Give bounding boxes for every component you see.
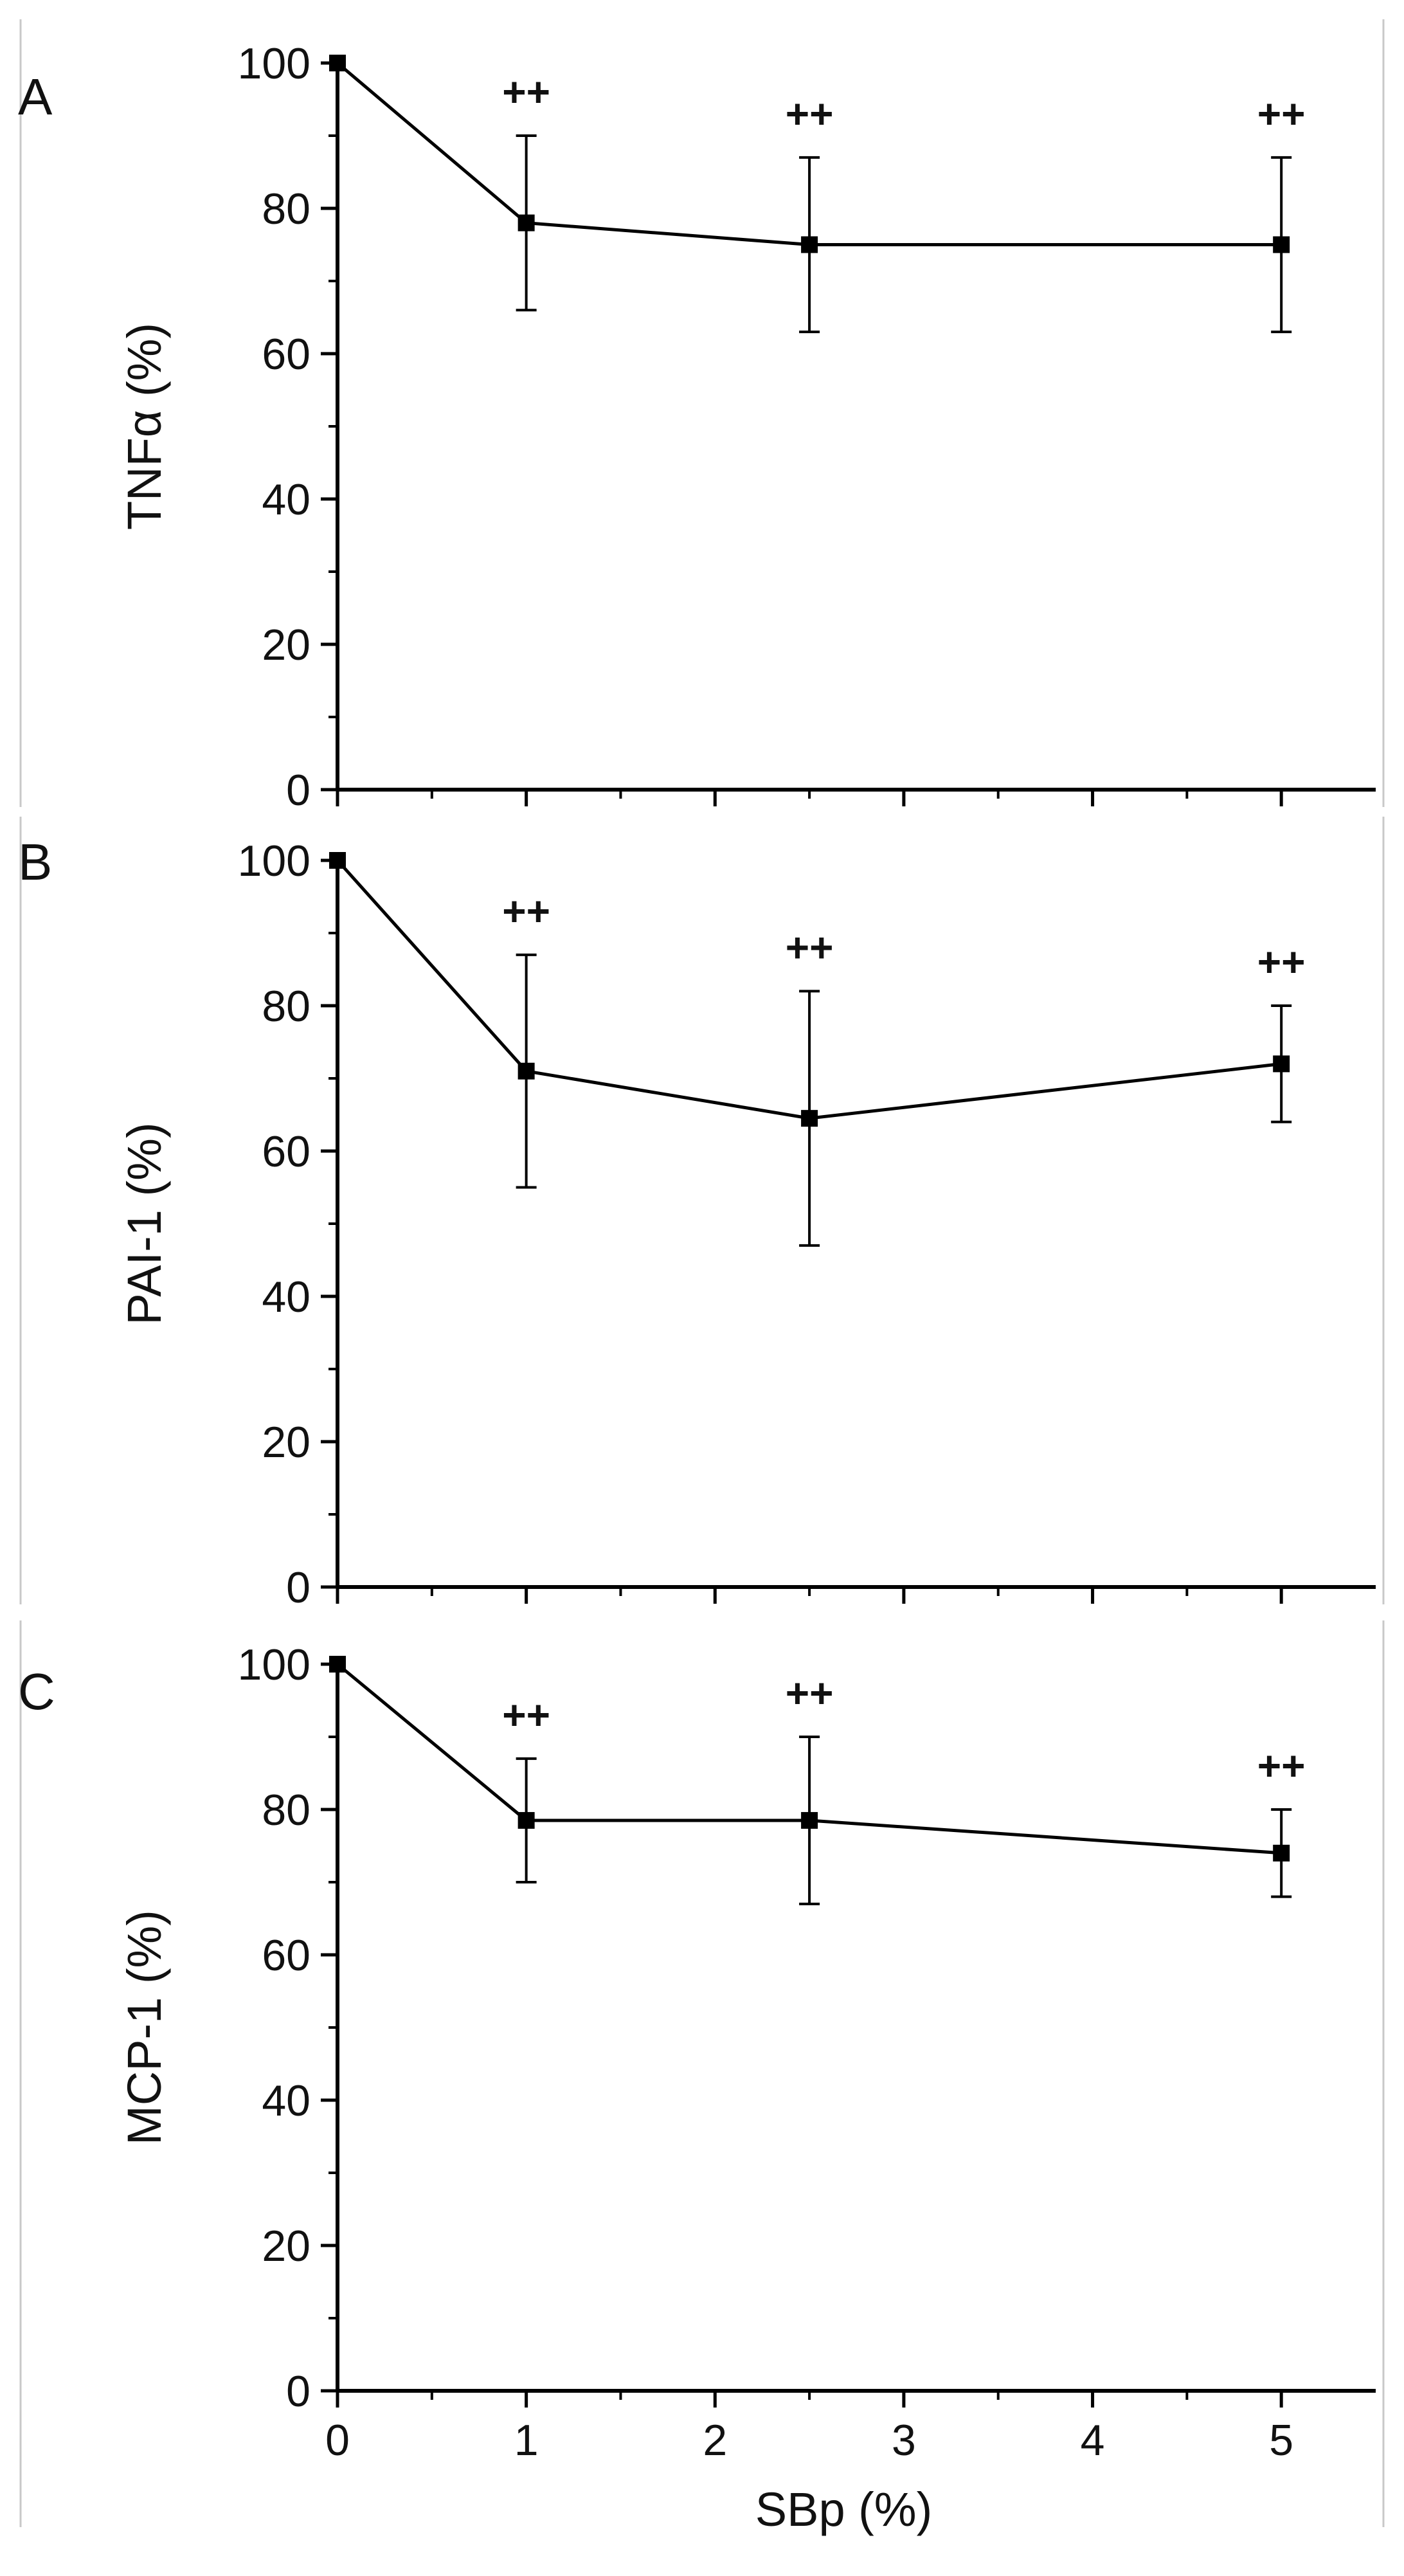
data-point-marker <box>1273 236 1290 253</box>
x-tick-label: 0 <box>325 2416 350 2465</box>
data-point-marker <box>1273 1055 1290 1073</box>
y-tick-label: 60 <box>262 330 310 379</box>
y-tick-label: 20 <box>262 621 310 669</box>
y-tick-label: 0 <box>286 1563 310 1612</box>
significance-label: ++ <box>786 1670 834 1716</box>
y-tick-label: 60 <box>262 1931 310 1980</box>
x-tick-label: 5 <box>1269 2416 1293 2465</box>
data-point-marker <box>518 214 535 231</box>
y-tick-label: 20 <box>262 1418 310 1467</box>
significance-label: ++ <box>502 69 550 115</box>
y-tick-label: 0 <box>286 766 310 815</box>
y-axis-title: TNFα (%) <box>118 323 171 530</box>
y-tick-label: 40 <box>262 475 310 524</box>
significance-label: ++ <box>786 924 834 970</box>
series-line <box>336 859 1282 1120</box>
significance-label: ++ <box>786 91 834 137</box>
data-point-marker <box>518 1811 535 1829</box>
significance-label: ++ <box>1257 1743 1306 1789</box>
x-axis-title: SBp (%) <box>755 2483 933 2536</box>
y-tick-label: 40 <box>262 1273 310 1321</box>
significance-label: ++ <box>502 1692 550 1738</box>
y-axis-title: MCP-1 (%) <box>118 1910 171 2145</box>
y-tick-label: 60 <box>262 1127 310 1176</box>
data-point-marker <box>801 1110 818 1127</box>
significance-label: ++ <box>502 888 550 934</box>
significance-label: ++ <box>1257 939 1306 985</box>
y-tick-label: 0 <box>286 2367 310 2416</box>
data-point-marker <box>329 1656 346 1673</box>
y-tick-label: 80 <box>262 982 310 1031</box>
data-point-marker <box>801 236 818 253</box>
data-point-marker <box>801 1811 818 1829</box>
y-tick-label: 40 <box>262 2076 310 2125</box>
y-tick-label: 100 <box>238 1640 310 1689</box>
data-point-marker <box>1273 1844 1290 1862</box>
y-axis-title: PAI-1 (%) <box>118 1122 171 1325</box>
y-tick-label: 80 <box>262 185 310 233</box>
data-point-marker <box>329 55 346 71</box>
y-tick-label: 100 <box>238 39 310 88</box>
y-tick-label: 80 <box>262 1786 310 1835</box>
y-tick-label: 20 <box>262 2222 310 2271</box>
panel-label: C <box>18 1663 55 1720</box>
x-tick-label: 3 <box>892 2416 916 2465</box>
y-tick-label: 100 <box>238 837 310 885</box>
panel-label: A <box>18 68 53 125</box>
x-tick-label: 1 <box>514 2416 539 2465</box>
x-tick-label: 2 <box>703 2416 727 2465</box>
panel-label: B <box>18 833 52 891</box>
data-point-marker <box>518 1062 535 1080</box>
series-line <box>336 1663 1282 1855</box>
x-tick-label: 4 <box>1081 2416 1105 2465</box>
series-line <box>336 62 1282 246</box>
significance-label: ++ <box>1257 91 1306 137</box>
data-point-marker <box>329 852 346 869</box>
